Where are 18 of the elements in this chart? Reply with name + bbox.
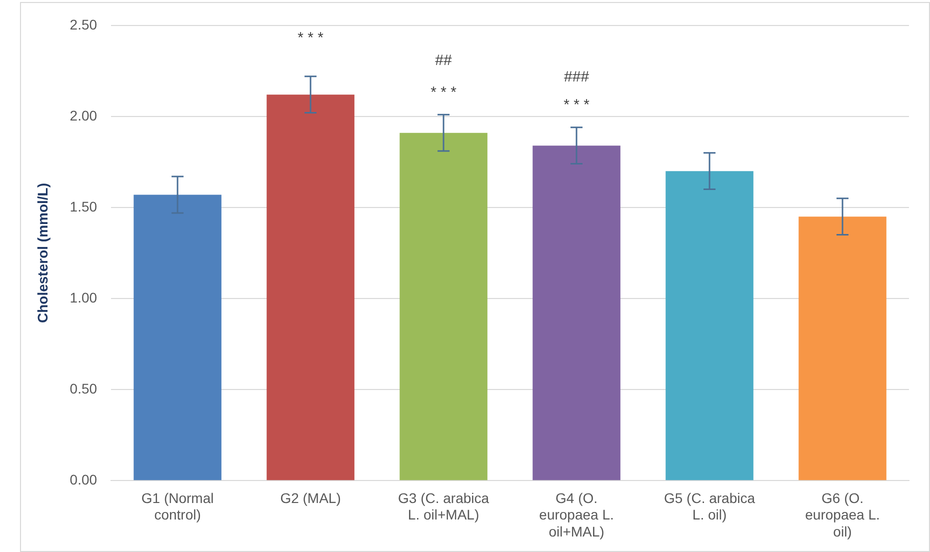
x-tick-label: G1 (Normal control) <box>141 490 214 523</box>
annotation: * * * <box>430 84 457 101</box>
annotation: ### <box>564 68 590 86</box>
annotation: * * * <box>564 96 590 114</box>
x-tick-label: G3 (C. arabica L. oil+MAL) <box>398 490 490 523</box>
x-tick-label: G5 (C. arabica L. oil) <box>664 490 756 523</box>
y-tick-label: 2.50 <box>70 16 98 32</box>
annotation: ## <box>435 52 453 69</box>
y-tick-label: 0.50 <box>70 380 98 396</box>
x-tick-label: G2 (MAL) <box>280 490 341 506</box>
x-tick-label: G6 (O. europaea L. oil) <box>805 490 880 540</box>
y-axis-title: Cholesterol (mmol/L) <box>34 182 50 324</box>
y-tick-label: 2.00 <box>70 107 98 124</box>
x-tick-label: G4 (O. europaea L. oil+MAL) <box>539 490 614 540</box>
annotation: * * * <box>298 30 324 47</box>
y-tick-label: 1.00 <box>70 289 98 306</box>
y-tick-label: 1.50 <box>70 198 98 214</box>
y-tick-label: 0.00 <box>70 471 98 488</box>
